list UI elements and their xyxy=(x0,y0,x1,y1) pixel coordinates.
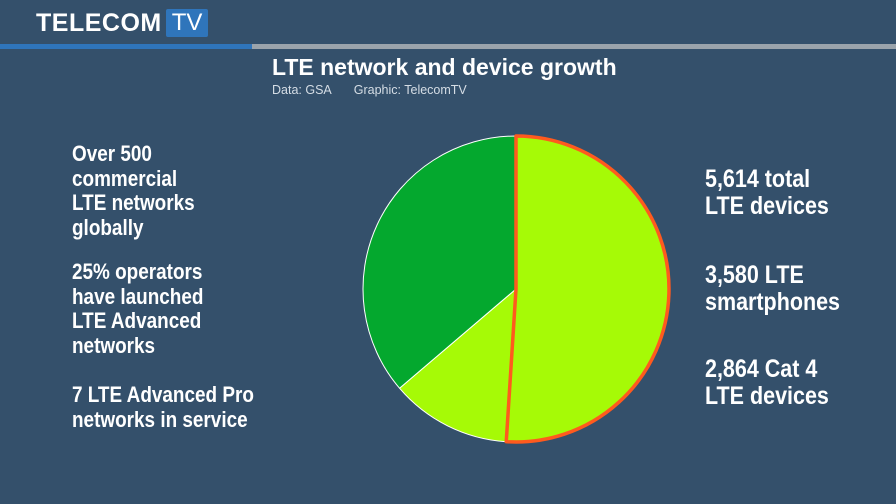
header-rule-accent xyxy=(0,44,252,49)
stat-operators-lte-advanced: 25% operators have launched LTE Advanced… xyxy=(72,259,204,358)
telecomtv-logo: TELECOM TV xyxy=(36,8,209,38)
stat-lte-smartphones: 3,580 LTE smartphones xyxy=(705,261,841,316)
stat-commercial-networks: Over 500 commercial LTE networks globall… xyxy=(72,141,195,240)
data-source: Data: GSA xyxy=(272,83,332,97)
pie-slice-other-lte-smartphones xyxy=(399,288,517,443)
header-rule xyxy=(252,44,896,49)
pie-slice-cat-4-lte-devices xyxy=(505,135,670,443)
chart-title: LTE network and device growth xyxy=(272,54,617,80)
pie-slice-highlight-outline xyxy=(504,134,671,444)
stat-cat4-devices: 2,864 Cat 4 LTE devices xyxy=(705,355,829,410)
stat-lte-advanced-pro: 7 LTE Advanced Pro networks in service xyxy=(72,382,254,432)
stat-total-lte-devices: 5,614 total LTE devices xyxy=(705,165,829,220)
graphic-credit: Graphic: TelecomTV xyxy=(353,83,467,97)
logo-wordmark: TELECOM xyxy=(36,9,162,37)
logo-tv-badge: TV xyxy=(165,9,209,37)
pie-chart xyxy=(362,134,671,444)
pie-slice-other-lte-devices xyxy=(362,135,517,389)
chart-subtitle: Data: GSA Graphic: TelecomTV xyxy=(272,83,467,97)
